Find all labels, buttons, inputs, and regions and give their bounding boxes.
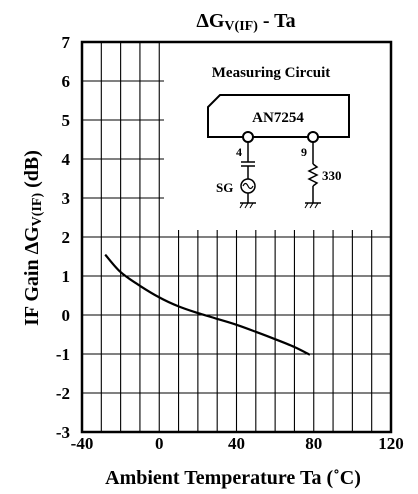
tick-labels: -40 0 40 80 120 7 6 5 4 3 2 1 0 -1 -2 -3 [56, 33, 404, 453]
left-ground-hatch-3 [249, 202, 254, 209]
x-tick-label: 0 [155, 434, 164, 453]
y-tick-label: 2 [62, 228, 71, 247]
x-tick-label: 80 [305, 434, 322, 453]
y-axis-label: IF Gain ΔGV(IF) (dB) [21, 150, 45, 326]
y-tick-label: 1 [62, 267, 71, 286]
y-tick-label: 7 [62, 33, 71, 52]
x-tick-label: -40 [71, 434, 94, 453]
x-tick-label: 40 [228, 434, 245, 453]
chip-label: AN7254 [252, 110, 304, 126]
resistor-label: 330 [322, 168, 342, 183]
y-axis-label-subscript: V(IF) [30, 193, 45, 227]
resistor-symbol [307, 163, 319, 187]
chart-title-rest: - Ta [258, 10, 296, 32]
plot-frame [80, 40, 393, 434]
y-tick-label: 5 [62, 111, 71, 130]
chart-title-main: ΔG [196, 10, 225, 32]
y-tick-label: 0 [62, 306, 71, 325]
y-tick-label: 4 [62, 150, 71, 169]
right-ground-hatch-3 [314, 202, 319, 209]
signal-generator-label: SG [216, 180, 233, 195]
series-line [104, 253, 311, 356]
y-axis-label-rest: (dB) [21, 150, 43, 193]
left-ground-hatch-1 [239, 202, 244, 209]
chart-title-subscript: V(IF) [224, 19, 258, 34]
pin-left-terminal [242, 131, 254, 143]
y-tick-label: -3 [56, 423, 70, 442]
right-ground-hatch-1 [304, 202, 309, 209]
pin-right-terminal [307, 131, 319, 143]
y-tick-label: -2 [56, 384, 70, 403]
y-tick-label: 3 [62, 189, 71, 208]
y-tick-label: -1 [56, 345, 70, 364]
x-axis-label: Ambient Temperature Ta (˚C) [105, 467, 361, 489]
y-tick-label: 6 [62, 72, 71, 91]
chip-body [207, 94, 350, 138]
x-tick-label: 120 [378, 434, 404, 453]
pin-right-label: 9 [301, 145, 307, 159]
measuring-circuit-inset: Measuring Circuit AN7254 4 9 SG 330 [164, 42, 391, 230]
y-axis-label-main: IF Gain ΔG [21, 226, 43, 326]
left-ground-hatch-2 [244, 202, 249, 209]
sine-wave-icon [242, 182, 254, 190]
inset-title: Measuring Circuit [212, 65, 330, 81]
chart-title: ΔGV(IF) - Ta [196, 10, 295, 34]
pin-left-label: 4 [236, 145, 242, 159]
right-ground-hatch-2 [309, 202, 314, 209]
